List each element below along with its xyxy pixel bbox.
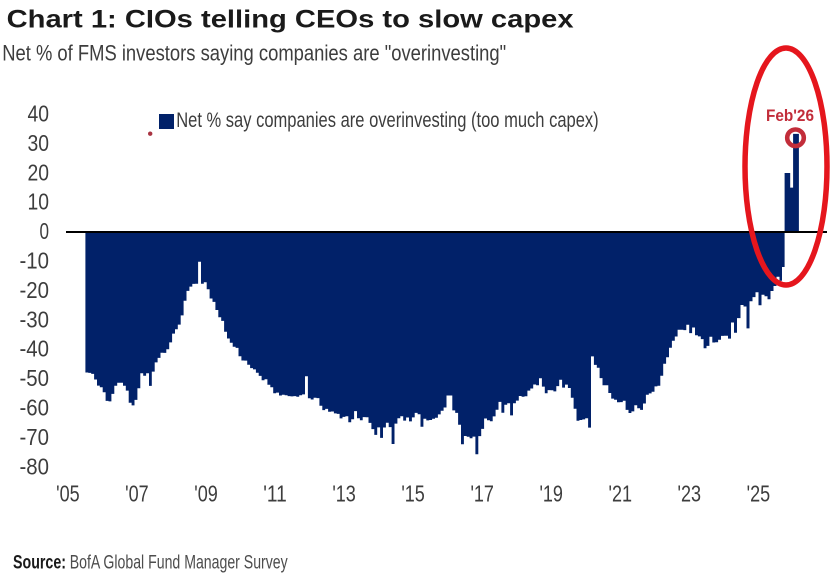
svg-text:Net % say companies are overin: Net % say companies are overinvesting (t…: [176, 109, 599, 132]
svg-text:'21: '21: [609, 481, 633, 507]
svg-text:40: 40: [28, 101, 50, 127]
svg-text:'09: '09: [194, 481, 218, 507]
svg-text:-70: -70: [20, 424, 50, 450]
svg-text:-30: -30: [20, 306, 50, 332]
svg-text:-50: -50: [20, 365, 50, 391]
svg-text:0: 0: [40, 218, 50, 244]
svg-text:-80: -80: [20, 453, 50, 479]
svg-text:'17: '17: [470, 481, 494, 507]
svg-text:-40: -40: [20, 336, 50, 362]
svg-text:20: 20: [28, 159, 50, 185]
svg-text:10: 10: [28, 189, 50, 215]
svg-text:'07: '07: [125, 481, 149, 507]
svg-text:'11: '11: [263, 481, 287, 507]
svg-text:Feb'26: Feb'26: [766, 107, 814, 125]
svg-text:-60: -60: [20, 395, 50, 421]
svg-text:'15: '15: [401, 481, 425, 507]
svg-text:-10: -10: [20, 248, 50, 274]
svg-text:'19: '19: [539, 481, 563, 507]
svg-text:'05: '05: [56, 481, 80, 507]
svg-text:'13: '13: [332, 481, 356, 507]
svg-text:-20: -20: [20, 277, 50, 303]
svg-text:Chart 1: CIOs telling CEOs to: Chart 1: CIOs telling CEOs to slow capex: [7, 6, 574, 34]
svg-text:30: 30: [28, 130, 50, 156]
svg-text:Net % of FMS investors saying: Net % of FMS investors saying companies …: [2, 40, 506, 65]
svg-text:'25: '25: [747, 481, 771, 507]
svg-text:'23: '23: [678, 481, 702, 507]
svg-text:Source:BofA Global Fund Manage: Source: BofA Global Fund Manager Survey: [13, 553, 288, 574]
